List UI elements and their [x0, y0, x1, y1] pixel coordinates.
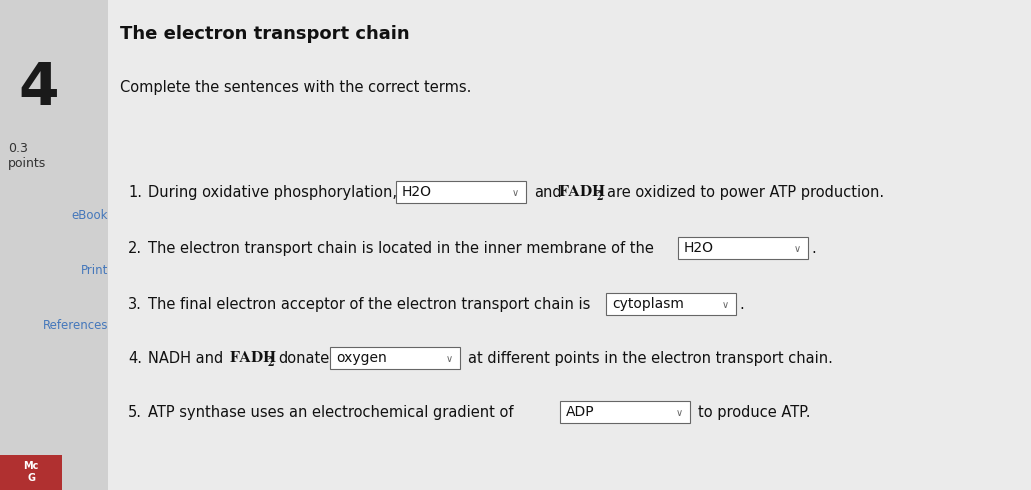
Bar — [560, 401, 690, 423]
Text: .: . — [811, 241, 816, 255]
Text: During oxidative phosphorylation,: During oxidative phosphorylation, — [148, 185, 397, 199]
Text: Mc
G: Mc G — [24, 461, 39, 483]
Text: ∨: ∨ — [722, 300, 729, 310]
Text: FADH: FADH — [559, 185, 606, 199]
Bar — [0, 0, 108, 490]
Text: The electron transport chain: The electron transport chain — [120, 25, 409, 43]
Bar — [606, 293, 736, 315]
Text: points: points — [8, 157, 46, 170]
Text: ∨: ∨ — [512, 188, 520, 198]
Text: NADH and: NADH and — [148, 350, 224, 366]
Text: 2.: 2. — [128, 241, 142, 255]
Text: 4.: 4. — [128, 350, 142, 366]
Bar — [0, 455, 62, 490]
Text: ∨: ∨ — [794, 244, 801, 254]
Text: 2: 2 — [268, 357, 274, 369]
Text: 1.: 1. — [128, 185, 142, 199]
Text: at different points in the electron transport chain.: at different points in the electron tran… — [468, 350, 833, 366]
Text: H2O: H2O — [402, 185, 432, 199]
Text: ATP synthase uses an electrochemical gradient of: ATP synthase uses an electrochemical gra… — [148, 405, 513, 419]
Text: ADP: ADP — [566, 405, 595, 419]
Text: .: . — [739, 296, 743, 312]
Text: oxygen: oxygen — [336, 351, 387, 365]
Text: H2O: H2O — [684, 241, 714, 255]
Text: 5.: 5. — [128, 405, 142, 419]
Text: ∨: ∨ — [676, 408, 684, 418]
Text: donate: donate — [278, 350, 329, 366]
Text: cytoplasm: cytoplasm — [612, 297, 684, 311]
Text: Print: Print — [80, 264, 108, 276]
Bar — [396, 181, 526, 203]
Text: ∨: ∨ — [446, 354, 454, 364]
Text: FADH: FADH — [230, 351, 277, 365]
Text: 0.3: 0.3 — [8, 142, 28, 155]
Text: are oxidized to power ATP production.: are oxidized to power ATP production. — [607, 185, 885, 199]
Text: Complete the sentences with the correct terms.: Complete the sentences with the correct … — [120, 80, 471, 95]
Text: eBook: eBook — [71, 209, 108, 221]
Text: References: References — [42, 318, 108, 332]
Bar — [678, 237, 808, 259]
Text: 3.: 3. — [128, 296, 142, 312]
Text: The electron transport chain is located in the inner membrane of the: The electron transport chain is located … — [148, 241, 654, 255]
Text: to produce ATP.: to produce ATP. — [698, 405, 810, 419]
Text: 2: 2 — [597, 191, 603, 203]
Text: The final electron acceptor of the electron transport chain is: The final electron acceptor of the elect… — [148, 296, 591, 312]
Bar — [330, 347, 460, 369]
Text: 4: 4 — [18, 60, 59, 117]
Text: and: and — [534, 185, 562, 199]
